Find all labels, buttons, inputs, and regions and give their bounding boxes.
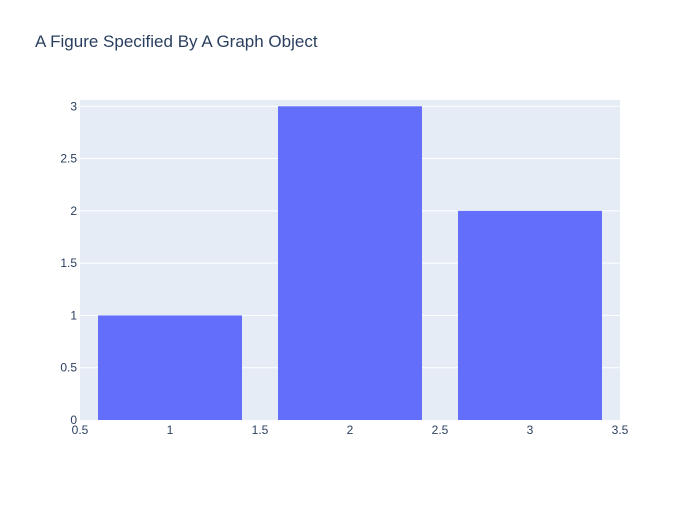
bar-1: [98, 315, 242, 420]
x-tick-label: 3.5: [612, 423, 629, 437]
y-tick-label: 2: [70, 204, 77, 218]
y-tick-label: 0: [70, 413, 77, 427]
y-tick-label: 1.5: [60, 256, 77, 270]
bar-2: [278, 106, 422, 421]
bars: [98, 106, 602, 421]
x-tick-label: 0.5: [72, 423, 89, 437]
x-tick-label: 2.5: [432, 423, 449, 437]
bar-3: [458, 210, 602, 420]
chart-title: A Figure Specified By A Graph Object: [35, 32, 318, 51]
x-tick-label: 2: [347, 423, 354, 437]
y-axis-ticks: 0 0.5 1 1.5 2 2.5 3: [60, 99, 77, 427]
x-axis-ticks: 0.5 1 1.5 2 2.5 3 3.5: [72, 423, 629, 437]
x-tick-label: 1.5: [252, 423, 269, 437]
x-tick-label: 1: [167, 423, 174, 437]
y-tick-label: 0.5: [60, 361, 77, 375]
y-tick-label: 1: [70, 308, 77, 322]
y-tick-label: 2.5: [60, 152, 77, 166]
x-tick-label: 3: [527, 423, 534, 437]
y-tick-label: 3: [70, 99, 77, 113]
